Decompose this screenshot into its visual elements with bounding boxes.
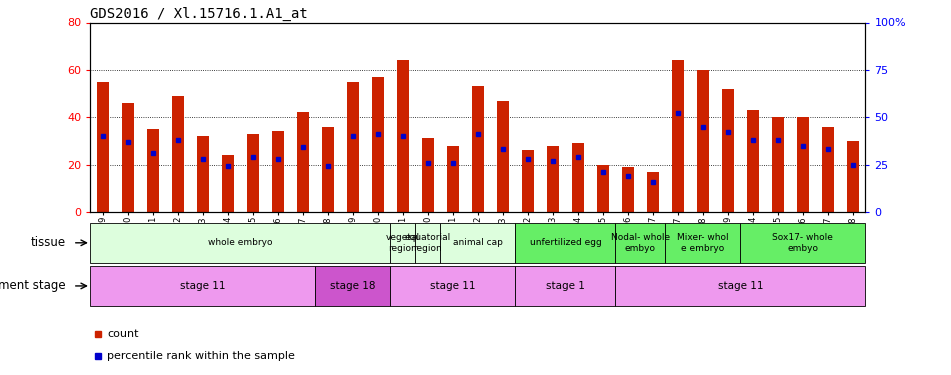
Bar	[222, 155, 234, 212]
Bar	[615, 266, 865, 306]
Bar	[246, 134, 259, 212]
Bar	[447, 146, 459, 212]
Text: stage 11: stage 11	[180, 281, 225, 291]
Bar	[472, 86, 484, 212]
Bar	[197, 136, 209, 212]
Bar	[622, 167, 634, 212]
Bar	[797, 117, 809, 212]
Text: stage 18: stage 18	[330, 281, 376, 291]
Bar	[846, 141, 859, 212]
Bar	[747, 110, 759, 212]
Text: Nodal- whole
embyo: Nodal- whole embyo	[611, 233, 670, 252]
Text: GDS2016 / Xl.15716.1.A1_at: GDS2016 / Xl.15716.1.A1_at	[90, 8, 308, 21]
Bar	[90, 223, 390, 262]
Text: whole embryo: whole embryo	[208, 238, 273, 248]
Bar	[97, 82, 109, 212]
Bar	[697, 70, 709, 212]
Bar	[146, 129, 159, 212]
Bar	[421, 138, 434, 212]
Text: stage 11: stage 11	[718, 281, 763, 291]
Bar	[515, 223, 615, 262]
Text: animal cap: animal cap	[453, 238, 503, 248]
Bar	[171, 96, 184, 212]
Bar	[297, 112, 309, 212]
Bar	[416, 223, 440, 262]
Bar	[316, 266, 390, 306]
Text: Sox17- whole
embyo: Sox17- whole embyo	[772, 233, 833, 252]
Bar	[741, 223, 865, 262]
Bar	[572, 143, 584, 212]
Text: stage 11: stage 11	[430, 281, 476, 291]
Text: vegetal
region: vegetal region	[386, 233, 420, 252]
Bar	[390, 266, 515, 306]
Bar	[822, 127, 834, 212]
Bar	[440, 223, 515, 262]
Bar	[671, 60, 684, 212]
Bar	[771, 117, 785, 212]
Text: equatorial
region: equatorial region	[405, 233, 451, 252]
Text: unfertilized egg: unfertilized egg	[530, 238, 601, 248]
Bar	[547, 146, 559, 212]
Bar	[647, 172, 659, 212]
Text: tissue: tissue	[30, 236, 66, 249]
Bar	[397, 60, 409, 212]
Bar	[666, 223, 741, 262]
Bar	[390, 223, 416, 262]
Bar	[321, 127, 334, 212]
Bar	[596, 165, 610, 212]
Bar	[722, 89, 734, 212]
Bar	[515, 266, 615, 306]
Text: count: count	[107, 329, 139, 339]
Bar	[122, 103, 134, 212]
Bar	[522, 150, 534, 212]
Text: stage 1: stage 1	[546, 281, 585, 291]
Bar	[272, 131, 284, 212]
Bar	[496, 100, 509, 212]
Bar	[615, 223, 666, 262]
Text: percentile rank within the sample: percentile rank within the sample	[107, 351, 295, 361]
Bar	[90, 266, 316, 306]
Text: Mixer- whol
e embryo: Mixer- whol e embryo	[677, 233, 728, 252]
Text: development stage: development stage	[0, 279, 66, 292]
Bar	[346, 82, 359, 212]
Bar	[372, 77, 384, 212]
